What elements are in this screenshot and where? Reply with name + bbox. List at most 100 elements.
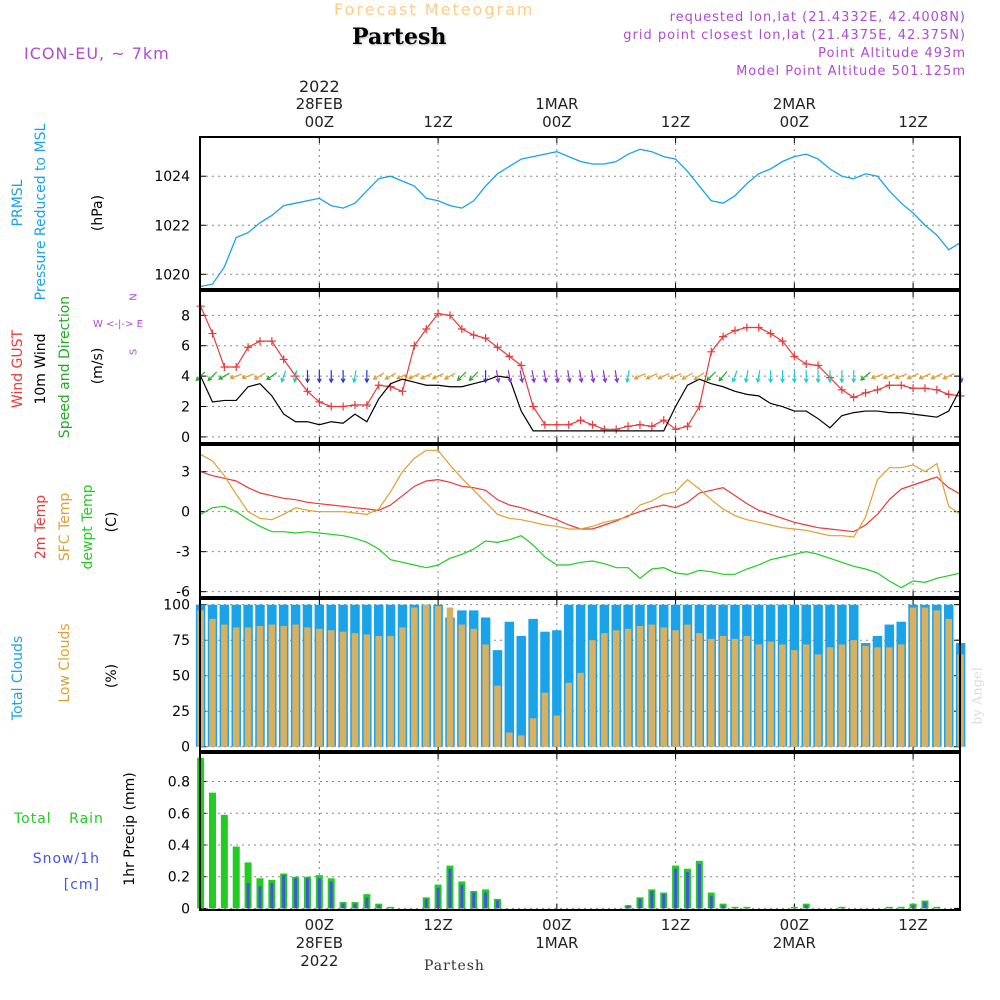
y-tick-label: 2 — [181, 400, 190, 416]
gust-point — [802, 359, 811, 368]
low-clouds-bar — [292, 624, 299, 747]
location-title: Partesh — [352, 24, 447, 50]
low-clouds-bar — [779, 644, 786, 747]
low-clouds-bar — [221, 624, 228, 747]
top-date-label: 28FEB — [296, 95, 343, 113]
wind-direction-arrow — [292, 370, 298, 384]
low-clouds-bar — [589, 640, 596, 747]
low-clouds-bar — [411, 607, 418, 747]
y-tick-label: 0 — [181, 505, 190, 521]
wind-direction-arrow — [316, 370, 322, 384]
requested-coordinates: requested lon,lat (21.4332E, 42.4008N) — [669, 10, 966, 25]
wind-direction-arrow — [364, 370, 370, 384]
low-clouds-bar — [541, 692, 549, 747]
wind-direction-arrow — [882, 373, 896, 380]
top-time-label: 00Z — [780, 113, 809, 131]
bottom-time-label: 00Z — [780, 916, 809, 934]
wind-direction-arrow — [930, 373, 943, 380]
y-tick-label: 0.4 — [168, 838, 190, 854]
panel-background — [200, 753, 960, 910]
wind-direction-arrow — [768, 370, 774, 384]
gust-point — [837, 385, 846, 394]
wind-direction-arrow — [483, 370, 489, 384]
gust-point — [232, 363, 241, 371]
snow-bar — [685, 871, 689, 909]
bottom-date-label: 28FEB — [296, 934, 343, 952]
snow-bar — [448, 868, 452, 909]
low-clouds-bar — [470, 628, 477, 747]
low-clouds-bar — [304, 627, 311, 747]
wind-direction-arrow — [328, 370, 334, 384]
low-clouds-label: Low Clouds — [57, 623, 73, 703]
gust-point — [897, 381, 906, 390]
model-point-altitude: Model Point Altitude 501.125m — [736, 64, 966, 79]
low-clouds-bar — [375, 635, 382, 747]
low-clouds-bar — [363, 634, 371, 747]
gust-point — [576, 416, 585, 425]
low-clouds-bar — [529, 718, 537, 747]
low-clouds-bar — [434, 606, 442, 747]
gust-point — [220, 363, 229, 371]
bottom-time-label: 12Z — [423, 916, 452, 934]
temp-label: 2m Temp — [33, 494, 49, 560]
rain-bar — [885, 906, 893, 909]
bottom-date-label: 2MAR — [773, 934, 816, 952]
snow-bar — [662, 894, 666, 909]
low-clouds-bar — [517, 735, 525, 747]
wind-direction-arrow — [507, 370, 513, 384]
bottom-time-label: 00Z — [542, 916, 571, 934]
y-tick-label: 4 — [181, 369, 190, 385]
wind-direction-arrow — [253, 372, 266, 380]
gust-point — [279, 355, 288, 364]
gust-point — [267, 337, 276, 346]
precip-label-unit: 1hr Precip (mm) — [122, 772, 138, 886]
low-clouds-bar — [280, 625, 287, 747]
grid-point-coordinates: grid point closest lon,lat (21.4375E, 42… — [623, 28, 966, 43]
low-clouds-bar — [327, 630, 335, 747]
gust-point — [434, 309, 443, 318]
panel-frame — [199, 444, 961, 598]
snow-bar — [460, 884, 464, 909]
wind-direction-arrow — [207, 371, 218, 382]
total-clouds-bar — [563, 604, 574, 747]
gust-point — [920, 384, 929, 393]
snow-bar — [923, 902, 927, 909]
gust-point — [730, 326, 739, 335]
wind-direction-arrow — [894, 373, 908, 380]
gust-point — [909, 384, 918, 393]
snow-bar — [329, 881, 333, 909]
low-clouds-bar — [672, 630, 679, 747]
top-year-label: 2022 — [299, 77, 340, 96]
gust-point — [932, 385, 941, 394]
wind-direction-arrow — [590, 370, 596, 384]
wind-direction-arrow — [681, 372, 693, 380]
wind-direction-arrow — [860, 371, 871, 381]
gust-point — [255, 337, 264, 346]
low-clouds-bar — [791, 650, 798, 747]
gust-point — [612, 425, 621, 434]
snow-bar — [365, 897, 369, 909]
gust-point — [540, 420, 549, 429]
low-clouds-bar — [921, 607, 929, 747]
low-clouds-bar — [814, 654, 822, 747]
wind-direction-arrow — [827, 370, 833, 384]
low-clouds-bar — [743, 635, 751, 747]
wind-label-unit: (m/s) — [90, 347, 106, 385]
y-tick-label: 0.2 — [168, 870, 190, 886]
bottom-time-label: 12Z — [898, 916, 927, 934]
panel-background — [200, 445, 960, 597]
low-clouds-bar — [351, 633, 359, 747]
pressure-label-unit: (hPa) — [90, 194, 106, 232]
top-date-label: 1MAR — [535, 95, 578, 113]
wind-direction-arrow — [625, 370, 631, 384]
snow-bar — [674, 868, 678, 909]
panel-frame — [199, 752, 961, 911]
y-tick-label: 1024 — [154, 169, 190, 185]
compass-south: S — [128, 348, 140, 356]
product-title: Forecast Meteogram — [334, 0, 535, 19]
wind-direction-arrow — [851, 370, 857, 384]
wind-direction-arrow — [265, 372, 278, 381]
wind-direction-arrow — [443, 372, 456, 380]
total-clouds-label: Total Clouds — [10, 635, 26, 721]
